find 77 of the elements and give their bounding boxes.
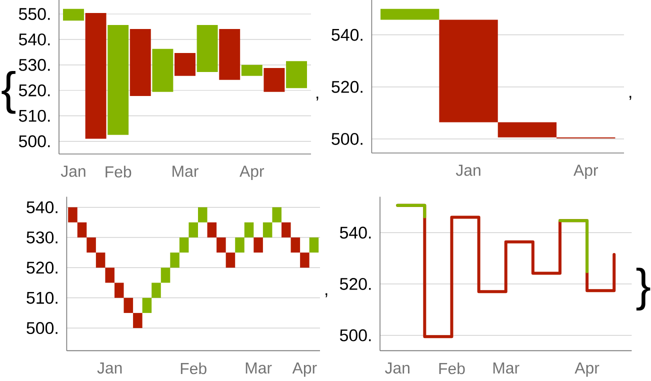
text: ,	[630, 96, 632, 100]
x-tick-label: Feb	[106, 166, 132, 178]
y-tick-label: 540.	[332, 28, 362, 41]
bar	[188, 222, 198, 238]
x-tick-label: Apr	[573, 164, 598, 180]
bar	[235, 237, 244, 253]
bar	[124, 298, 134, 313]
bar	[114, 282, 124, 298]
y-tick-label: 530.	[18, 58, 50, 71]
y-tick-label: 500.	[332, 132, 362, 145]
bar	[290, 237, 300, 253]
text: ,	[316, 96, 318, 101]
candlestick	[196, 24, 218, 72]
bar	[254, 237, 263, 253]
y-tick-label: 500.	[18, 135, 50, 148]
candlestick	[219, 29, 240, 80]
bar	[160, 268, 170, 283]
y-tick-label: 500.	[26, 322, 58, 334]
bar	[281, 222, 291, 238]
bar	[498, 122, 557, 138]
candlestick	[152, 48, 174, 92]
x-tick-label: Apr	[240, 166, 264, 180]
text: ,	[326, 293, 328, 298]
candlestick	[85, 12, 106, 139]
x-tick-label: Mar	[172, 166, 198, 177]
candlestick	[130, 29, 151, 96]
bar	[262, 222, 272, 238]
x-tick-label: Jan	[97, 362, 122, 374]
bar	[68, 207, 78, 222]
x-tick-label: Jan	[60, 166, 86, 177]
bar	[77, 222, 87, 238]
bar	[439, 20, 498, 122]
text: }	[636, 268, 650, 310]
x-tick-label: Apr	[292, 362, 317, 377]
y-tick-label: 520.	[18, 84, 50, 96]
x-tick-label: Jan	[384, 362, 410, 374]
y-tick-label: 540.	[340, 226, 371, 239]
bar	[300, 252, 310, 268]
bar	[309, 237, 319, 253]
bar	[105, 268, 114, 283]
y-tick-label: 530.	[26, 231, 58, 244]
bar	[86, 237, 96, 253]
y-tick-label: 520.	[26, 262, 58, 274]
y-tick-label: 500.	[340, 329, 371, 342]
bar	[142, 298, 152, 313]
text: {	[2, 71, 16, 114]
bar	[133, 312, 142, 328]
y-tick-label: 510.	[26, 292, 58, 304]
bar	[96, 252, 106, 268]
bar	[152, 282, 161, 298]
bar	[207, 222, 217, 238]
y-tick-label: 520.	[332, 80, 362, 93]
candlestick	[286, 61, 307, 88]
bar	[244, 222, 254, 238]
candlestick	[174, 52, 196, 76]
x-tick-label: Apr	[574, 362, 600, 377]
candlestick	[108, 24, 129, 135]
bar	[198, 207, 208, 222]
candlestick	[264, 68, 285, 92]
y-tick-label: 510.	[18, 110, 50, 122]
bar	[216, 237, 226, 253]
x-tick-label: Feb	[439, 362, 465, 374]
bar	[179, 237, 189, 253]
x-tick-label: Mar	[493, 362, 520, 374]
x-tick-label: Jan	[456, 164, 480, 176]
bar	[170, 252, 180, 268]
x-tick-label: Feb	[180, 362, 206, 374]
y-tick-label: 540.	[26, 201, 58, 214]
candlestick	[241, 64, 262, 76]
bar	[272, 207, 282, 222]
y-tick-label: 520.	[340, 278, 371, 290]
y-tick-label: 550.	[18, 8, 50, 20]
bar	[226, 252, 236, 268]
candlestick	[63, 8, 84, 21]
y-tick-label: 540.	[18, 33, 50, 46]
bar	[380, 8, 440, 20]
x-tick-label: Mar	[246, 362, 272, 374]
